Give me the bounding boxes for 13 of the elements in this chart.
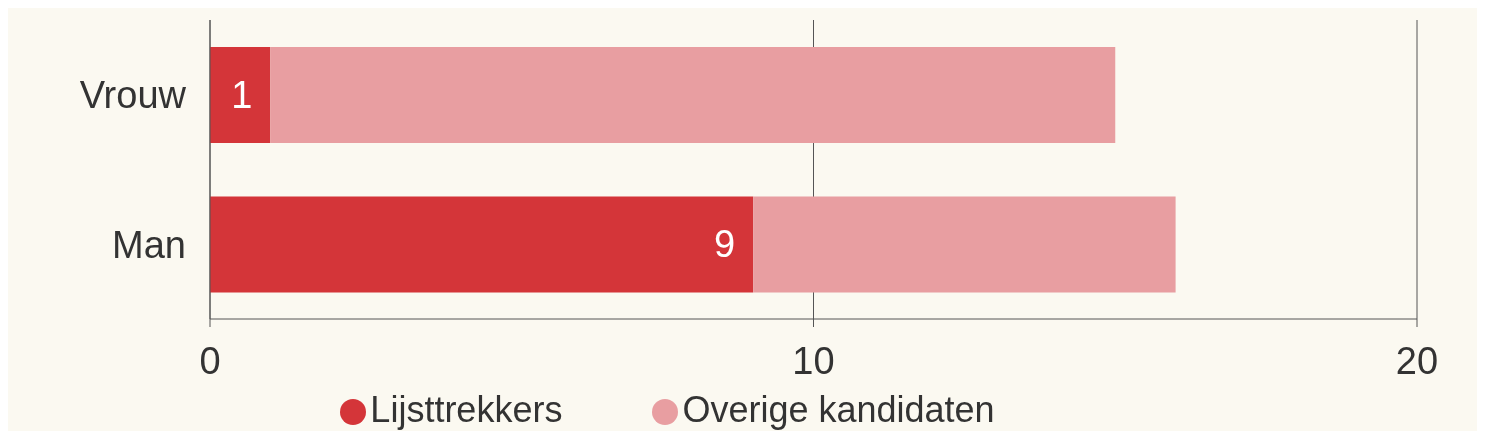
bar <box>210 46 271 143</box>
x-tick-label: 10 <box>792 339 835 382</box>
data-label: 1 <box>231 73 253 116</box>
y-tick-label: Man <box>112 223 186 266</box>
data-label: 9 <box>714 223 736 266</box>
x-tick-label: 20 <box>1395 339 1439 382</box>
bar <box>753 196 1176 293</box>
y-tick-label: Vrouw <box>79 74 187 117</box>
legend-label: Overige kandidaten <box>682 389 995 430</box>
bar <box>210 196 754 293</box>
legend-label: Lijsttrekkers <box>370 389 563 430</box>
x-tick-label: 0 <box>199 339 221 382</box>
bar <box>270 46 1116 143</box>
